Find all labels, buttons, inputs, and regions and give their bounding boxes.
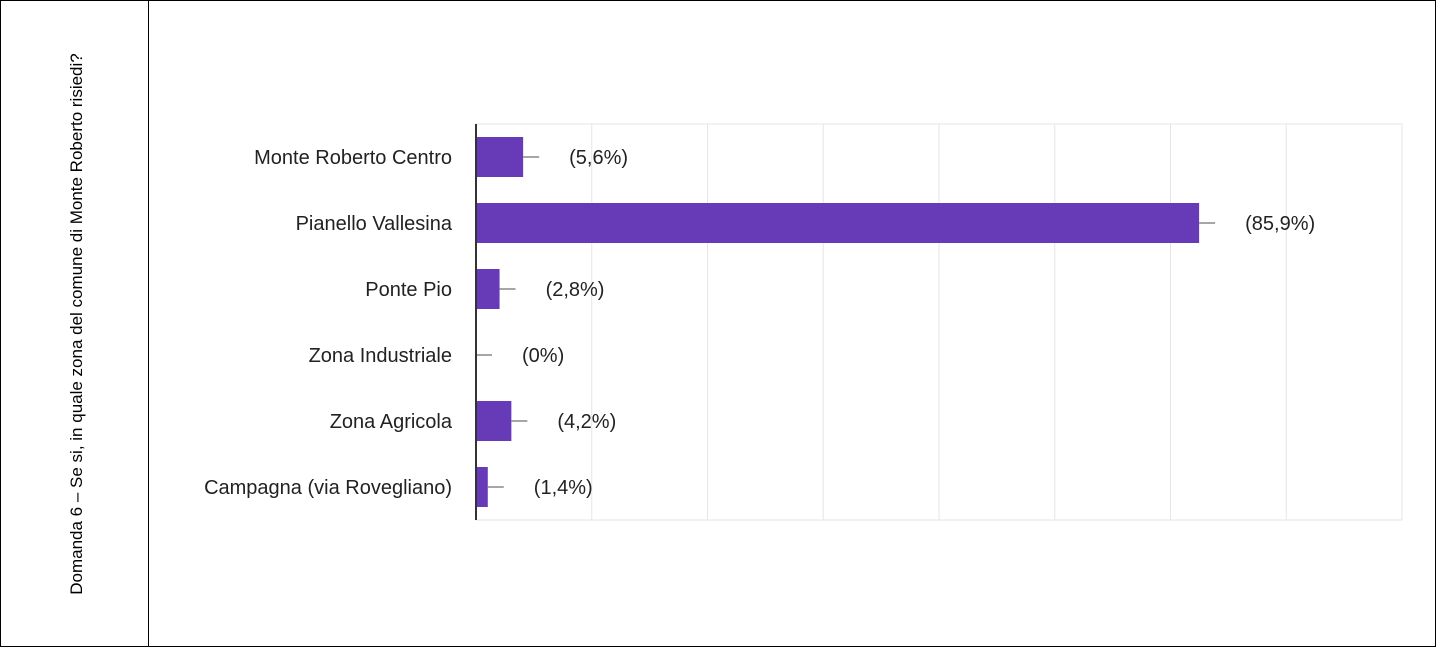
bar [476, 269, 500, 309]
category-label: Monte Roberto Centro [254, 147, 452, 169]
category-label: Pianello Vallesina [296, 213, 453, 235]
data-label: (85,9%) [1245, 213, 1315, 235]
category-label: Campagna (via Rovegliano) [204, 477, 452, 499]
data-label: (1,4%) [534, 477, 593, 499]
category-label: Zona Agricola [330, 411, 453, 433]
bar [476, 401, 512, 441]
data-label: (0%) [522, 345, 564, 367]
question-cell: Domanda 6 – Se si, in quale zona del com… [1, 1, 149, 647]
category-label: Ponte Pio [365, 279, 452, 301]
data-label: (4,2%) [557, 411, 616, 433]
data-label: (5,6%) [569, 147, 628, 169]
bar [476, 203, 1200, 243]
bar [476, 137, 524, 177]
category-label: Zona Industriale [309, 345, 452, 367]
bar [476, 467, 488, 507]
data-label: (2,8%) [546, 279, 605, 301]
